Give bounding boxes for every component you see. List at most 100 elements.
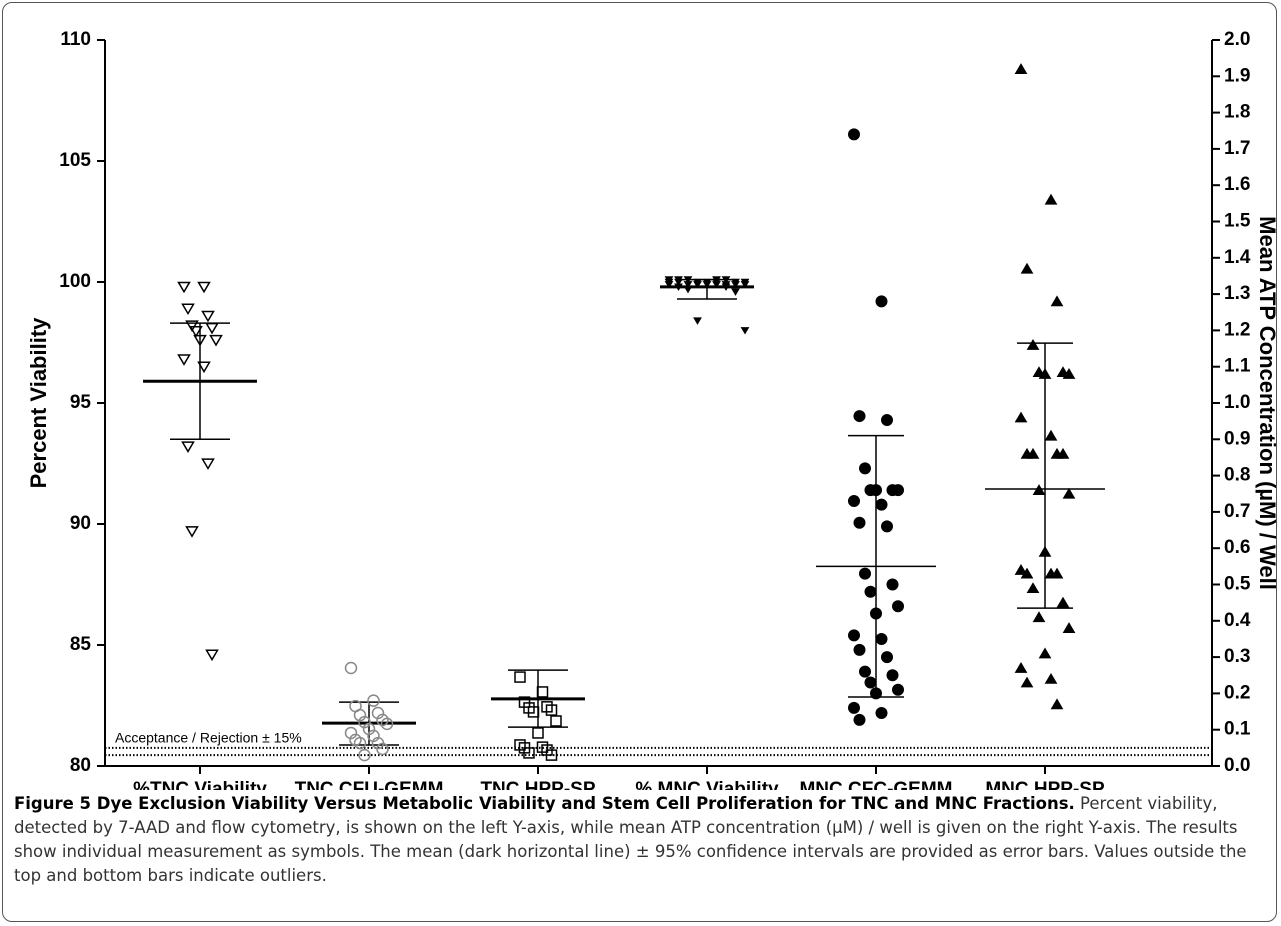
- x-tick-label: MNC HPP-SP: [985, 779, 1105, 790]
- y2-tick-label: 0.4: [1224, 610, 1251, 631]
- point: [1014, 63, 1028, 74]
- point: [189, 325, 203, 338]
- y2-tick-label: 0.6: [1224, 537, 1250, 558]
- x-tick-label: %TNC Viability: [133, 779, 267, 790]
- point: [1050, 567, 1064, 579]
- point: [674, 283, 683, 291]
- point: [683, 285, 693, 294]
- point: [550, 715, 562, 727]
- point: [193, 334, 207, 347]
- y2-tick-label: 1.9: [1224, 65, 1250, 86]
- point: [886, 578, 899, 591]
- point: [1044, 672, 1058, 684]
- point: [702, 281, 712, 289]
- point: [1044, 193, 1058, 205]
- point: [859, 567, 871, 580]
- y2-tick-label: 1.2: [1224, 319, 1250, 340]
- point: [532, 727, 544, 739]
- point: [209, 334, 223, 347]
- point: [367, 694, 380, 707]
- point: [853, 410, 866, 423]
- point: [892, 683, 904, 696]
- point: [376, 742, 389, 756]
- y2-tick-label: 1.4: [1224, 247, 1251, 268]
- y2-tick-label: 1.0: [1224, 392, 1250, 413]
- point: [514, 671, 526, 683]
- point: [864, 585, 877, 598]
- point: [1062, 622, 1076, 633]
- y2-axis-label: Mean ATP Concentration (µM) / Well: [1255, 216, 1280, 590]
- caption: Figure 5 Dye Exclusion Viability Versus …: [14, 792, 1264, 888]
- point: [875, 632, 888, 645]
- point: [721, 276, 731, 284]
- y2-tick-label: 2.0: [1224, 29, 1250, 50]
- point: [1050, 698, 1064, 710]
- point: [201, 310, 215, 323]
- point: [1020, 567, 1034, 579]
- point: [1038, 647, 1052, 659]
- point: [848, 128, 860, 141]
- point: [1056, 447, 1070, 459]
- y2-tick-label: 0.3: [1224, 646, 1250, 667]
- point: [344, 661, 358, 675]
- point: [848, 629, 860, 642]
- point: [848, 701, 860, 714]
- point: [181, 303, 195, 316]
- point: [731, 281, 740, 289]
- y2-tick-label: 0.5: [1224, 574, 1251, 595]
- point: [1032, 484, 1046, 496]
- reference-label: Acceptance / Rejection ± 15%: [115, 730, 302, 746]
- point: [870, 687, 882, 700]
- point: [886, 669, 899, 682]
- point: [683, 281, 693, 289]
- point: [344, 726, 358, 740]
- caption-title: Figure 5 Dye Exclusion Viability Versus …: [14, 794, 1075, 813]
- chart: Percent Viability Mean ATP Concentration…: [26, 29, 1280, 790]
- point: [875, 498, 888, 511]
- point: [875, 295, 888, 308]
- point: [740, 327, 750, 335]
- point: [362, 722, 376, 736]
- point: [1026, 447, 1040, 459]
- point: [853, 713, 866, 726]
- x-tick-label: MNC CFC-GEMM: [799, 779, 952, 790]
- point: [881, 651, 893, 664]
- y-tick-label: 80: [70, 755, 91, 776]
- point: [664, 281, 674, 289]
- y2-tick-label: 0.2: [1224, 682, 1250, 703]
- y2-tick-label: 1.6: [1224, 174, 1250, 195]
- point: [870, 607, 882, 620]
- point: [875, 707, 888, 720]
- point: [848, 495, 860, 508]
- point: [1062, 368, 1076, 379]
- point: [1026, 582, 1040, 594]
- point: [1044, 429, 1058, 441]
- point: [201, 458, 215, 470]
- point: [1026, 338, 1040, 350]
- y-tick-label: 85: [70, 634, 92, 655]
- point: [1062, 487, 1076, 499]
- point: [870, 484, 882, 497]
- x-tick-label: TNC HPP-SP: [480, 779, 595, 790]
- point: [881, 520, 893, 533]
- point: [683, 276, 693, 284]
- point: [527, 706, 540, 718]
- point: [523, 747, 535, 759]
- point: [358, 748, 371, 762]
- y2-tick-label: 1.8: [1224, 102, 1250, 123]
- point: [859, 665, 871, 678]
- point: [1014, 662, 1028, 673]
- point: [197, 281, 211, 294]
- point: [1038, 545, 1052, 557]
- y2-tick-label: 0.1: [1224, 719, 1251, 740]
- y2-tick-label: 1.5: [1224, 211, 1251, 232]
- y-axis-label: Percent Viability: [26, 317, 51, 489]
- point: [205, 649, 219, 662]
- point: [853, 516, 866, 529]
- caption-text: Percent viability, detected by 7-AAD and…: [14, 794, 1247, 885]
- point: [881, 414, 893, 427]
- point: [358, 715, 371, 729]
- y2-tick-label: 1.7: [1224, 138, 1250, 159]
- point: [1050, 295, 1064, 307]
- point: [731, 288, 740, 296]
